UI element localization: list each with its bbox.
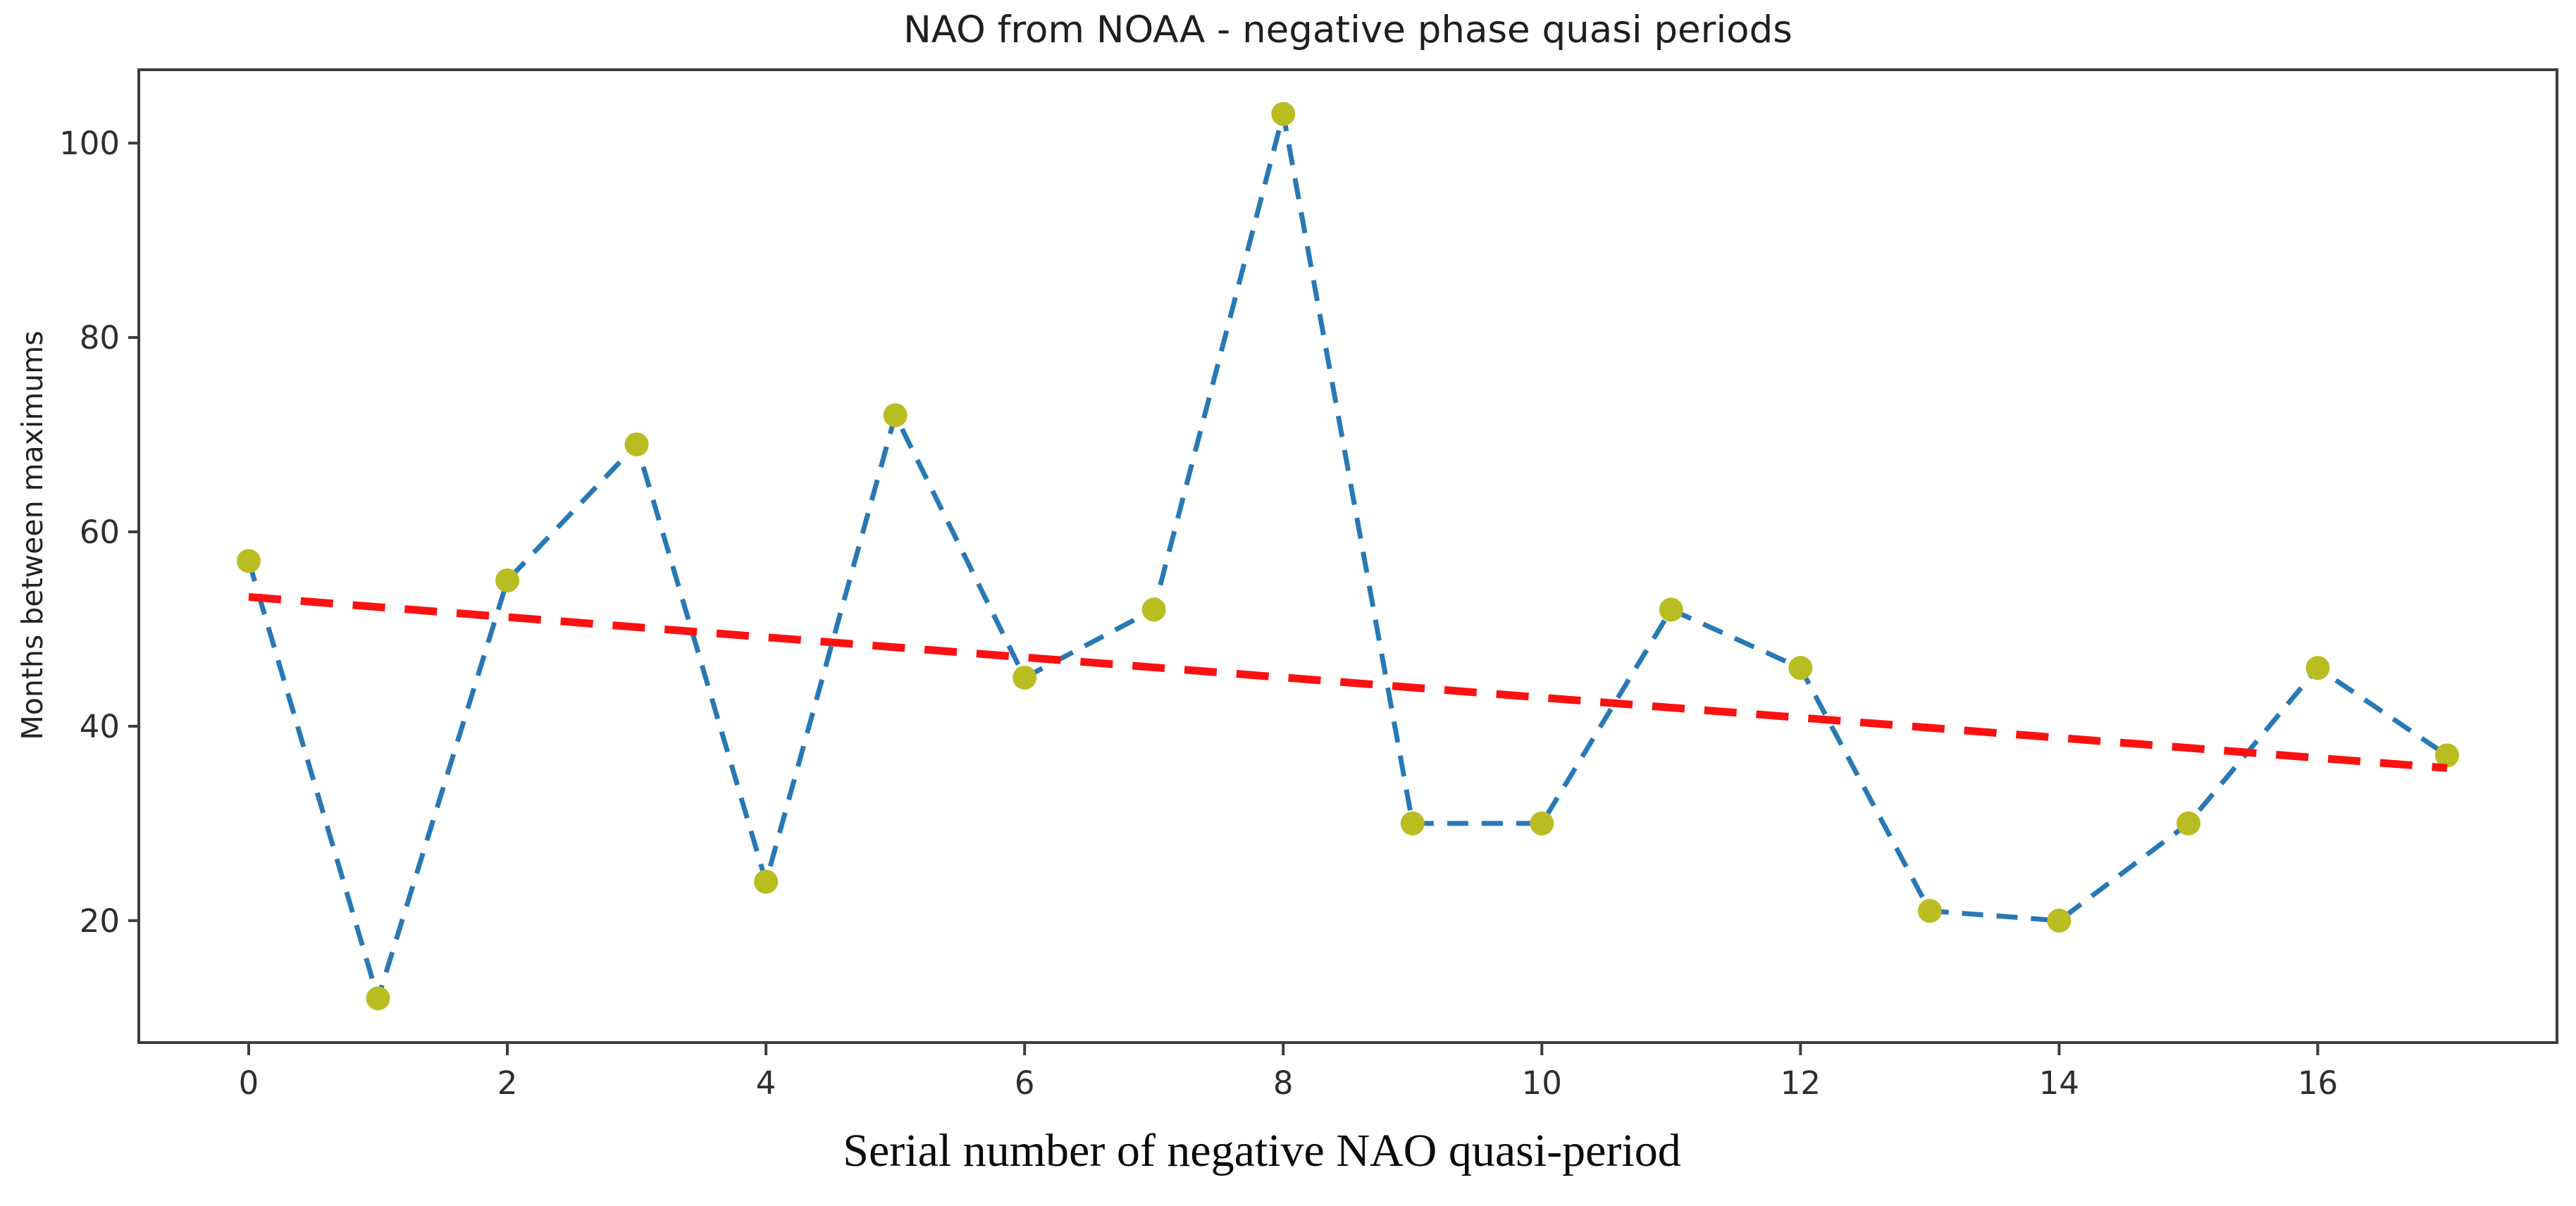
x-tick-label: 4 <box>756 1064 776 1102</box>
data-point <box>2176 811 2200 835</box>
data-point <box>237 549 261 573</box>
data-point <box>1917 899 1942 924</box>
x-tick-label: 14 <box>2039 1064 2079 1102</box>
x-tick-label: 2 <box>497 1064 518 1102</box>
x-tick-label: 12 <box>1781 1064 1821 1102</box>
data-point <box>366 986 390 1011</box>
series-line-months <box>246 113 2448 1007</box>
trend-line <box>248 592 2448 772</box>
x-tick-label: 16 <box>2298 1064 2338 1102</box>
data-point <box>2435 743 2459 768</box>
y-tick-label: 100 <box>59 125 120 162</box>
data-point <box>1271 101 1296 126</box>
data-point <box>624 432 649 456</box>
y-tick-label: 80 <box>80 319 120 356</box>
chart-title: NAO from NOAA - negative phase quasi per… <box>903 8 1792 51</box>
data-point <box>2305 656 2330 680</box>
x-tick-label: 10 <box>1522 1064 1562 1102</box>
data-point <box>883 403 908 428</box>
x-tick-label: 6 <box>1015 1064 1035 1102</box>
data-point <box>495 568 520 592</box>
plot-box <box>137 68 2558 1044</box>
data-point <box>754 869 779 894</box>
y-tick-label: 60 <box>80 514 120 551</box>
x-tick-label: 8 <box>1273 1064 1294 1102</box>
x-tick-label: 0 <box>239 1064 259 1102</box>
y-tick-label: 40 <box>80 708 120 745</box>
x-axis-label: Serial number of negative NAO quasi-peri… <box>843 1125 1681 1176</box>
data-point <box>1400 811 1425 835</box>
data-point <box>1141 597 1166 622</box>
data-point <box>1530 811 1554 835</box>
data-point <box>2047 908 2072 933</box>
y-tick-label: 20 <box>80 902 120 940</box>
data-point <box>1013 665 1037 690</box>
data-point <box>1788 656 1813 680</box>
data-point <box>1659 597 1683 622</box>
